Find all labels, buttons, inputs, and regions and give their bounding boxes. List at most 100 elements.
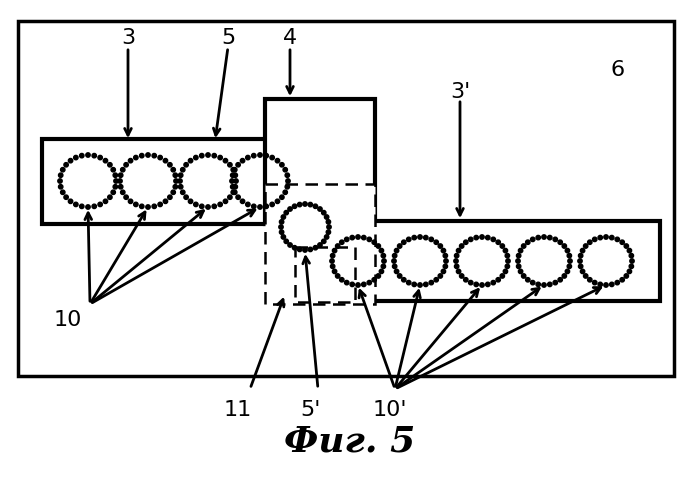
Circle shape: [233, 168, 237, 173]
Circle shape: [392, 259, 396, 264]
Circle shape: [120, 191, 125, 195]
Circle shape: [119, 174, 123, 178]
Circle shape: [200, 154, 204, 159]
Circle shape: [158, 156, 162, 160]
Circle shape: [407, 281, 411, 285]
Circle shape: [496, 241, 500, 245]
Circle shape: [324, 215, 329, 220]
Circle shape: [381, 254, 386, 258]
Circle shape: [558, 278, 563, 282]
Circle shape: [134, 203, 138, 207]
Circle shape: [111, 168, 115, 173]
Circle shape: [345, 238, 349, 242]
Circle shape: [331, 265, 335, 269]
Circle shape: [429, 281, 433, 285]
Circle shape: [503, 270, 507, 274]
Circle shape: [245, 156, 250, 160]
Circle shape: [270, 203, 274, 207]
Circle shape: [168, 163, 172, 167]
Circle shape: [288, 243, 292, 248]
Circle shape: [526, 278, 530, 282]
Circle shape: [521, 274, 526, 279]
Circle shape: [264, 205, 268, 209]
Circle shape: [258, 205, 262, 210]
Circle shape: [212, 154, 217, 159]
Circle shape: [434, 241, 438, 245]
Circle shape: [506, 259, 510, 264]
Circle shape: [86, 153, 90, 158]
Circle shape: [496, 278, 500, 282]
Circle shape: [285, 174, 289, 178]
Circle shape: [565, 270, 570, 274]
Circle shape: [303, 202, 307, 207]
Circle shape: [519, 270, 523, 274]
Circle shape: [218, 156, 222, 160]
Circle shape: [152, 154, 157, 159]
Circle shape: [120, 168, 125, 173]
Circle shape: [73, 203, 78, 207]
Circle shape: [468, 238, 473, 242]
Circle shape: [516, 259, 520, 264]
Circle shape: [553, 281, 558, 285]
Circle shape: [59, 185, 63, 190]
Circle shape: [146, 205, 150, 210]
Circle shape: [275, 200, 280, 204]
Text: 10': 10': [373, 399, 408, 419]
Circle shape: [418, 283, 422, 287]
Circle shape: [318, 243, 322, 248]
Circle shape: [124, 196, 129, 200]
Circle shape: [140, 154, 144, 159]
Circle shape: [108, 196, 112, 200]
Circle shape: [140, 205, 144, 209]
Circle shape: [73, 156, 78, 160]
Circle shape: [303, 248, 307, 253]
Circle shape: [194, 156, 198, 160]
Circle shape: [124, 163, 129, 167]
Circle shape: [178, 185, 183, 190]
Circle shape: [80, 154, 84, 159]
Circle shape: [454, 265, 459, 269]
Circle shape: [463, 278, 468, 282]
Circle shape: [298, 203, 302, 207]
Circle shape: [536, 236, 540, 240]
Circle shape: [584, 274, 588, 279]
Text: 5: 5: [221, 28, 235, 48]
Circle shape: [284, 240, 289, 244]
Circle shape: [164, 159, 168, 164]
Circle shape: [298, 248, 302, 252]
Circle shape: [236, 196, 240, 200]
Circle shape: [340, 241, 344, 245]
Circle shape: [152, 205, 157, 209]
Circle shape: [129, 200, 133, 204]
Circle shape: [313, 246, 317, 250]
Circle shape: [336, 244, 340, 249]
Circle shape: [398, 274, 402, 279]
Circle shape: [283, 168, 287, 173]
Text: 3: 3: [121, 28, 135, 48]
Circle shape: [519, 249, 523, 253]
Circle shape: [286, 180, 290, 184]
Circle shape: [505, 265, 510, 269]
Circle shape: [480, 283, 484, 287]
Circle shape: [598, 283, 603, 287]
Circle shape: [233, 191, 237, 195]
Circle shape: [402, 278, 406, 282]
Circle shape: [288, 207, 292, 212]
Circle shape: [380, 249, 384, 253]
Circle shape: [58, 180, 62, 184]
Circle shape: [380, 270, 384, 274]
Circle shape: [223, 159, 228, 164]
Circle shape: [178, 174, 183, 178]
Circle shape: [394, 270, 398, 274]
Circle shape: [345, 281, 349, 285]
Circle shape: [92, 154, 96, 159]
Circle shape: [292, 246, 297, 250]
Circle shape: [324, 235, 329, 240]
Circle shape: [468, 281, 473, 285]
Circle shape: [627, 249, 632, 253]
Circle shape: [168, 196, 172, 200]
Circle shape: [398, 244, 402, 249]
Circle shape: [184, 196, 188, 200]
Circle shape: [593, 281, 597, 285]
Circle shape: [280, 220, 284, 225]
